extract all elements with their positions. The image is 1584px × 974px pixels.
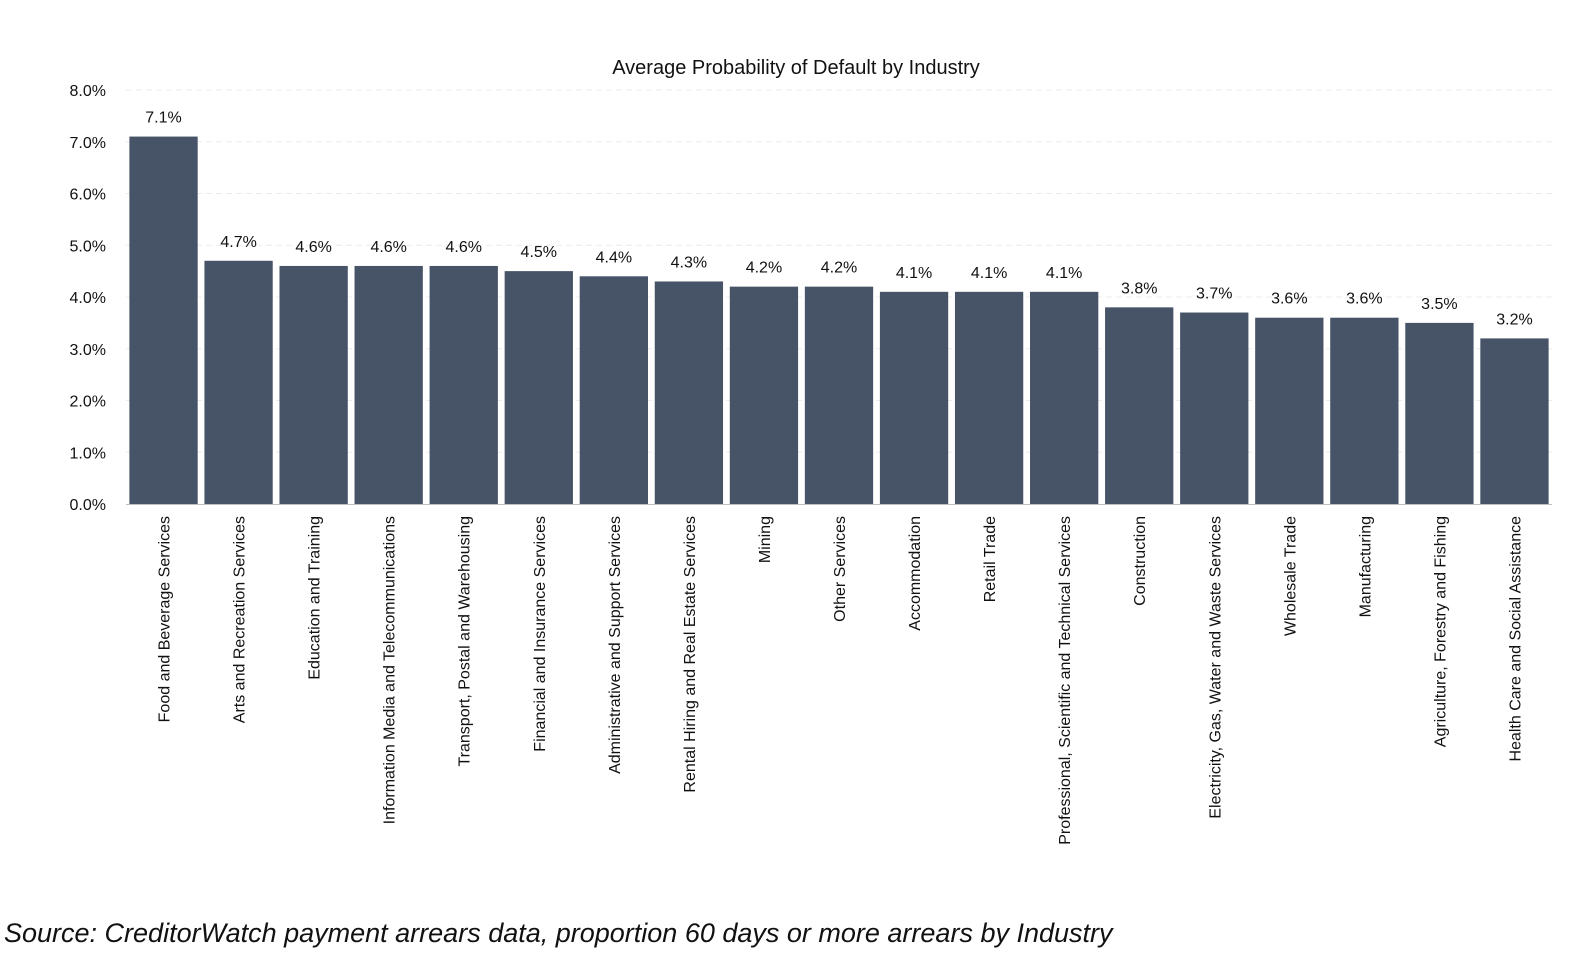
x-axis-ticks: Food and Beverage Services Arts and Recre… <box>157 516 1525 845</box>
x-tick-label: Financial and Insurance Services <box>532 516 549 752</box>
x-tick-label: Agriculture, Forestry and Fishing <box>1432 516 1449 747</box>
y-tick-label: 0.0% <box>70 497 106 514</box>
data-label: 4.7% <box>220 234 256 251</box>
data-label: 3.6% <box>1346 291 1382 308</box>
data-label: 4.1% <box>971 265 1007 282</box>
bar <box>505 271 573 504</box>
x-tick-label: Manufacturing <box>1357 516 1374 617</box>
bar <box>1030 292 1098 504</box>
bar <box>805 287 873 504</box>
data-label: 4.3% <box>671 254 707 271</box>
y-tick-label: 5.0% <box>70 238 106 255</box>
data-label: 4.1% <box>1046 265 1082 282</box>
x-tick-label: Accommodation <box>907 516 924 631</box>
bar <box>655 281 723 504</box>
x-tick-label: Administrative and Support Services <box>607 516 624 774</box>
data-label: 4.2% <box>821 260 857 277</box>
bar <box>1180 313 1248 504</box>
x-tick-label: Information Media and Telecommunications <box>382 516 399 824</box>
bar <box>1480 338 1548 504</box>
y-tick-label: 2.0% <box>70 394 106 411</box>
bar <box>1330 318 1398 504</box>
data-label: 3.8% <box>1121 280 1157 297</box>
bar <box>580 276 648 504</box>
bar <box>1105 307 1173 504</box>
bar <box>880 292 948 504</box>
y-tick-label: 8.0% <box>70 83 106 100</box>
x-tick-label: Rental Hiring and Real Estate Services <box>682 516 699 793</box>
x-tick-label: Mining <box>757 516 774 563</box>
bar <box>279 266 347 504</box>
data-label: 4.5% <box>521 244 557 261</box>
bar <box>430 266 498 504</box>
bar-chart: Average Probability of Default by Indust… <box>0 0 1584 974</box>
x-tick-label: Education and Training <box>307 516 324 680</box>
y-tick-label: 3.0% <box>70 342 106 359</box>
data-label: 4.1% <box>896 265 932 282</box>
y-axis-ticks: 0.0% 1.0% 2.0% 3.0% 4.0% 5.0% 6.0% 7.0% 8.0% <box>70 83 106 514</box>
data-label: 3.7% <box>1196 286 1232 303</box>
data-label: 3.5% <box>1421 296 1457 313</box>
x-tick-label: Other Services <box>832 516 849 622</box>
data-label: 3.6% <box>1271 291 1307 308</box>
data-label: 4.6% <box>295 239 331 256</box>
x-tick-label: Arts and Recreation Services <box>232 516 249 723</box>
bar <box>730 287 798 504</box>
y-tick-label: 6.0% <box>70 187 106 204</box>
bars <box>129 137 1548 504</box>
y-tick-label: 4.0% <box>70 290 106 307</box>
data-label: 4.6% <box>370 239 406 256</box>
x-tick-label: Health Care and Social Assistance <box>1507 516 1524 762</box>
x-tick-label: Transport, Postal and Warehousing <box>457 516 474 767</box>
data-label: 7.1% <box>145 110 181 127</box>
bar <box>955 292 1023 504</box>
bar <box>1255 318 1323 504</box>
bar <box>129 137 197 504</box>
chart-title: Average Probability of Default by Indust… <box>612 57 980 79</box>
bar <box>1405 323 1473 504</box>
y-tick-label: 1.0% <box>70 445 106 462</box>
x-tick-label: Construction <box>1132 516 1149 606</box>
x-tick-label: Professional, Scientific and Technical S… <box>1057 516 1074 845</box>
x-tick-label: Electricity, Gas, Water and Waste Servic… <box>1207 516 1224 819</box>
x-tick-label: Wholesale Trade <box>1282 516 1299 636</box>
bar <box>355 266 423 504</box>
bar <box>204 261 272 504</box>
x-tick-label: Food and Beverage Services <box>157 516 174 722</box>
data-label: 4.4% <box>596 249 632 266</box>
data-label: 3.2% <box>1496 311 1532 328</box>
source-note: Source: CreditorWatch payment arrears da… <box>4 918 1113 949</box>
data-label: 4.6% <box>446 239 482 256</box>
y-tick-label: 7.0% <box>70 135 106 152</box>
data-label: 4.2% <box>746 260 782 277</box>
x-tick-label: Retail Trade <box>982 516 999 602</box>
